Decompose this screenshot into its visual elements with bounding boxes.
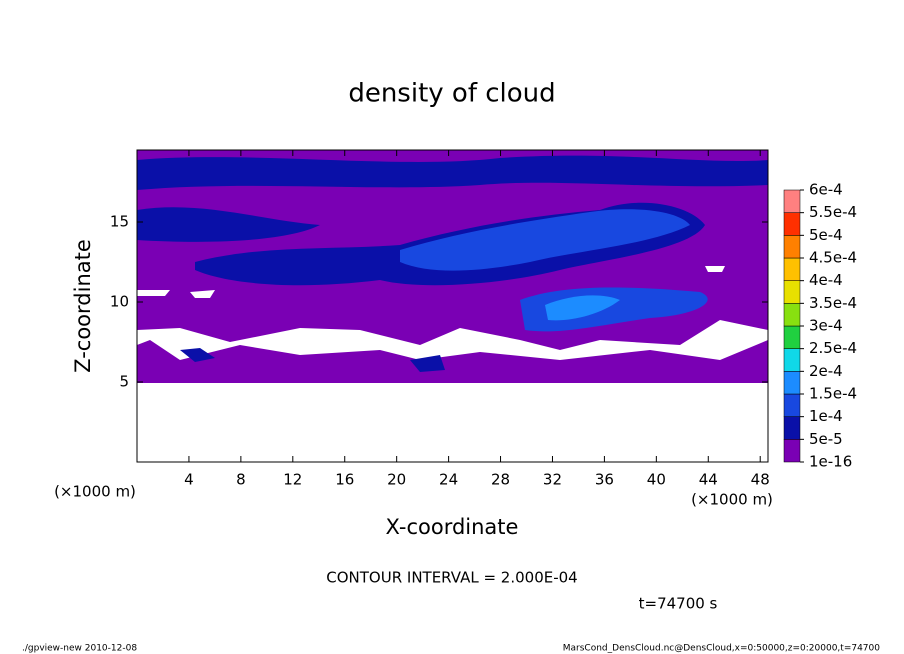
colorbar-label: 2e-4 [809,362,843,380]
colorbar-box [783,257,801,281]
x-tick-label: 44 [699,471,718,489]
colorbar-box [783,416,801,440]
x-unit-label: (×1000 m) [54,483,136,501]
colorbar-label: 4e-4 [809,271,843,289]
colorbar-box [783,439,801,463]
chart-title: density of cloud [348,79,555,109]
colorbar-box [783,303,801,327]
contour-fill [137,155,768,190]
x-tick-label: 36 [595,471,614,489]
contour-fill [400,209,690,271]
x-unit-label: (×1000 m) [691,491,773,509]
contour-fill [545,295,620,321]
x-tick-label: 32 [543,471,562,489]
x-tick-label: 4 [184,471,194,489]
y-tick-label: 10 [110,293,129,311]
y-tick-label: 15 [110,213,129,231]
colorbar-label: 1e-16 [809,453,852,471]
x-tick-label: 40 [647,471,666,489]
contour-fill [137,207,320,242]
x-tick-label: 24 [439,471,458,489]
colorbar-box [783,189,801,213]
colorbar-label: 1e-4 [809,407,843,425]
colorbar-label: 3.5e-4 [809,294,857,312]
contour-fill [137,298,520,318]
colorbar-box [783,280,801,304]
colorbar-box [783,348,801,372]
x-tick-label: 8 [236,471,246,489]
contour-field [137,150,768,383]
colorbar-label: 5e-4 [809,226,843,244]
contour-gap [137,266,725,298]
contour-fill [180,348,445,372]
colorbar-box [783,212,801,236]
colorbar-label: 1.5e-4 [809,385,857,403]
y-axis-title: Z-coordinate [71,239,95,373]
time-label: t=74700 s [639,595,718,613]
x-axis-title: X-coordinate [386,515,519,539]
x-tick-label: 48 [751,471,770,489]
colorbar-label: 2.5e-4 [809,339,857,357]
x-tick-label: 20 [387,471,406,489]
colorbar-box [783,235,801,259]
colorbar-box [783,325,801,349]
plot-frame [136,149,769,463]
colorbar-label: 5.5e-4 [809,203,857,221]
footer-left: ./gpview-new 2010-12-08 [22,644,137,654]
x-tick-label: 16 [335,471,354,489]
colorbar-box [783,393,801,417]
x-tick-label: 12 [283,471,302,489]
x-tick-label: 28 [491,471,510,489]
colorbar-label: 3e-4 [809,317,843,335]
y-tick-label: 5 [119,373,129,391]
colorbar-label: 5e-5 [809,430,843,448]
colorbar-label: 4.5e-4 [809,249,857,267]
contour-interval: CONTOUR INTERVAL = 2.000E-04 [326,569,577,587]
footer-right: MarsCond_DensCloud.nc@DensCloud,x=0:5000… [563,644,880,654]
colorbar-box [783,371,801,395]
colorbar-label: 6e-4 [809,181,843,199]
contour-gap [137,320,768,360]
